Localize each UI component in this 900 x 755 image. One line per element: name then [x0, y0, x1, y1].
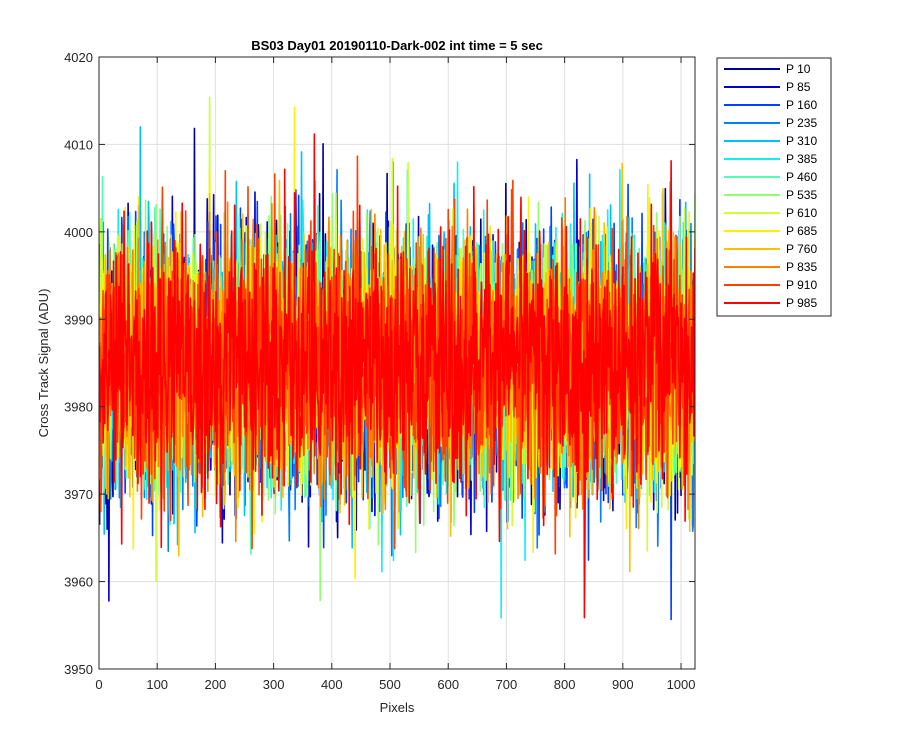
y-tick-label: 3960 [64, 575, 93, 590]
x-tick-label: 400 [321, 677, 343, 692]
legend-entry-label: P 310 [786, 134, 817, 148]
series-lines [99, 96, 695, 621]
legend-entry-label: P 760 [786, 242, 817, 256]
y-tick-label: 4000 [64, 225, 93, 240]
legend-entry-label: P 160 [786, 98, 817, 112]
x-tick-label: 200 [205, 677, 227, 692]
legend-entry-label: P 235 [786, 116, 817, 130]
x-tick-label: 700 [496, 677, 518, 692]
y-tick-label: 3990 [64, 312, 93, 327]
chart-title: BS03 Day01 20190110-Dark-002 int time = … [251, 38, 543, 53]
x-tick-label: 500 [379, 677, 401, 692]
x-axis-label: Pixels [380, 700, 415, 715]
legend[interactable]: P 10 P 85 P 160 P 235 P 310 P 385 P 460 P 535 P … [716, 57, 832, 317]
plot-frame [98, 56, 696, 670]
legend-entry-label: P 460 [786, 170, 817, 184]
legend-entry-label: P 85 [786, 80, 811, 94]
x-tick-label: 100 [146, 677, 168, 692]
x-tick-label: 800 [554, 677, 576, 692]
axis-ticks: 0 100 200 300 400 500 600 700 800 900 1000 3950 3960… [64, 50, 695, 692]
legend-box [716, 57, 832, 317]
series-line [99, 133, 695, 619]
y-tick-label: 3980 [64, 400, 93, 415]
x-tick-label: 0 [95, 677, 102, 692]
y-tick-label: 3970 [64, 487, 93, 502]
y-tick-label: 3950 [64, 662, 93, 677]
x-tick-label: 300 [263, 677, 285, 692]
legend-entry-label: P 535 [786, 188, 817, 202]
x-tick-label: 1000 [667, 677, 696, 692]
y-tick-label: 4010 [64, 137, 93, 152]
x-tick-label: 900 [612, 677, 634, 692]
legend-entry-label: P 910 [786, 278, 817, 292]
legend-entry-label: P 10 [786, 62, 811, 76]
x-tick-label: 600 [437, 677, 459, 692]
legend-entry-label: P 685 [786, 224, 817, 238]
legend-entry-label: P 835 [786, 260, 817, 274]
y-tick-label: 4020 [64, 50, 93, 65]
legend-entry-label: P 385 [786, 152, 817, 166]
legend-entry-label: P 610 [786, 206, 817, 220]
y-axis-label: Cross Track Signal (ADU) [36, 289, 51, 438]
legend-entry-label: P 985 [786, 296, 817, 310]
